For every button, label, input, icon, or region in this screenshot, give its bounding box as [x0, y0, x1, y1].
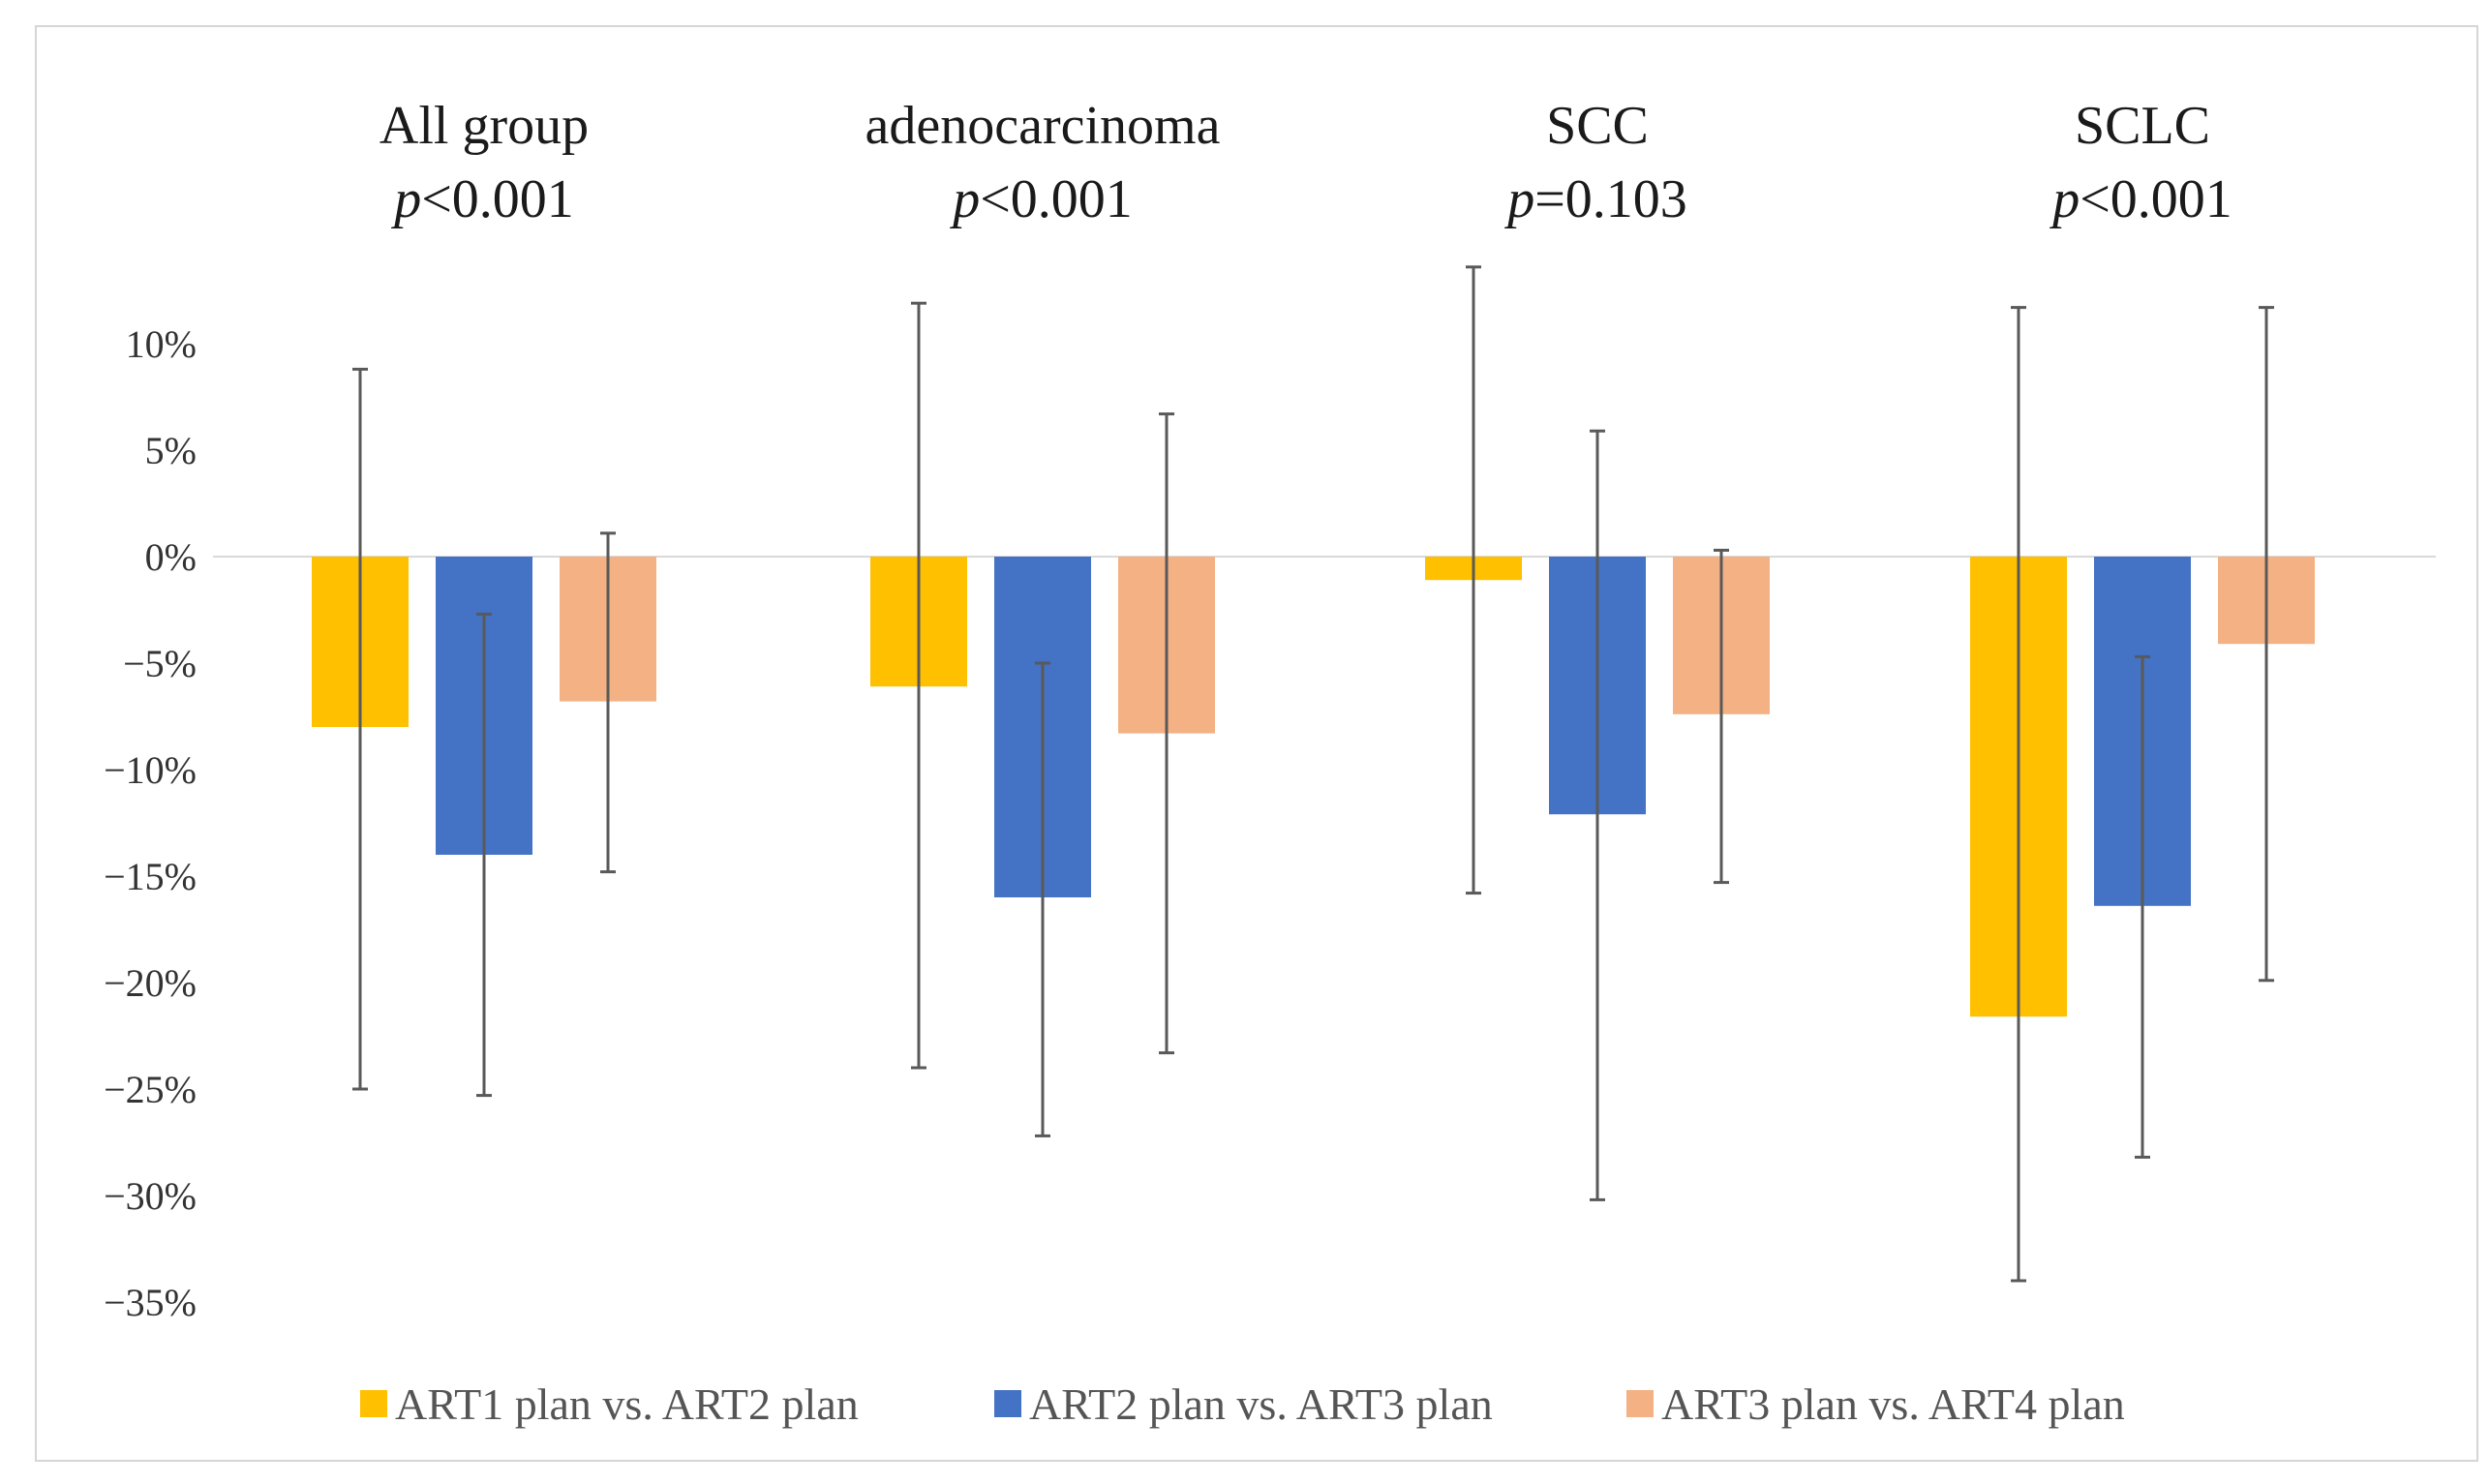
legend-label: ART2 plan vs. ART3 plan [1029, 1379, 1493, 1429]
legend-swatch [1626, 1390, 1654, 1417]
p-value: <0.001 [980, 169, 1133, 229]
group-p-value: p<0.001 [2049, 169, 2232, 229]
p-label: p [949, 169, 980, 229]
group-title: adenocarcinoma [865, 96, 1221, 156]
error-bar [476, 612, 492, 1098]
y-tick-label: −20% [104, 961, 197, 1005]
legend: ART1 plan vs. ART2 plan ART2 plan vs. ART… [360, 1379, 2125, 1429]
error-bar [1466, 265, 1481, 895]
legend-item: ART1 plan vs. ART2 plan [360, 1379, 859, 1429]
error-bar [2011, 306, 2026, 1283]
y-tick-label: −25% [104, 1068, 197, 1111]
y-tick-label: 5% [145, 429, 197, 472]
error-bar [1035, 661, 1050, 1137]
p-value: <0.001 [421, 169, 574, 229]
p-label: p [2049, 169, 2080, 229]
error-bar [1159, 412, 1174, 1055]
group-title: SCC [1546, 96, 1649, 156]
error-bars [352, 265, 2274, 1283]
y-tick-label: −10% [104, 748, 197, 792]
y-tick-label: 10% [126, 322, 197, 366]
legend-item: ART3 plan vs. ART4 plan [1626, 1379, 2125, 1429]
group-titles: All groupp<0.001adenocarcinomap<0.001SCC… [380, 96, 2232, 229]
error-bar [600, 531, 616, 874]
y-tick-label: −15% [104, 855, 197, 898]
legend-swatch [994, 1390, 1021, 1417]
legend-label: ART1 plan vs. ART2 plan [395, 1379, 859, 1429]
y-tick-label: −35% [104, 1281, 197, 1324]
y-tick-label: −30% [104, 1174, 197, 1218]
error-bar [352, 367, 368, 1091]
y-tick-label: −5% [123, 642, 197, 685]
group-title: SCLC [2075, 96, 2210, 156]
group-title: All group [380, 96, 589, 156]
y-axis: 10% 5% 0% −5% −10% −15% −20% −25% −30% −35% [104, 322, 197, 1324]
p-label: p [1503, 169, 1534, 229]
group-p-value: p<0.001 [949, 169, 1133, 229]
group-p-value: p<0.001 [390, 169, 574, 229]
error-bar [2259, 306, 2274, 983]
p-value: =0.103 [1534, 169, 1687, 229]
p-label: p [390, 169, 421, 229]
group-p-value: p=0.103 [1503, 169, 1687, 229]
p-value: <0.001 [2080, 169, 2232, 229]
error-bar [2135, 654, 2150, 1159]
legend-label: ART3 plan vs. ART4 plan [1661, 1379, 2125, 1429]
error-bar [911, 301, 926, 1070]
bars [312, 557, 2315, 1017]
error-bar [1590, 429, 1605, 1201]
legend-swatch [360, 1390, 387, 1417]
y-tick-label: 0% [145, 535, 197, 579]
legend-item: ART2 plan vs. ART3 plan [994, 1379, 1493, 1429]
error-bar [1714, 548, 1729, 885]
